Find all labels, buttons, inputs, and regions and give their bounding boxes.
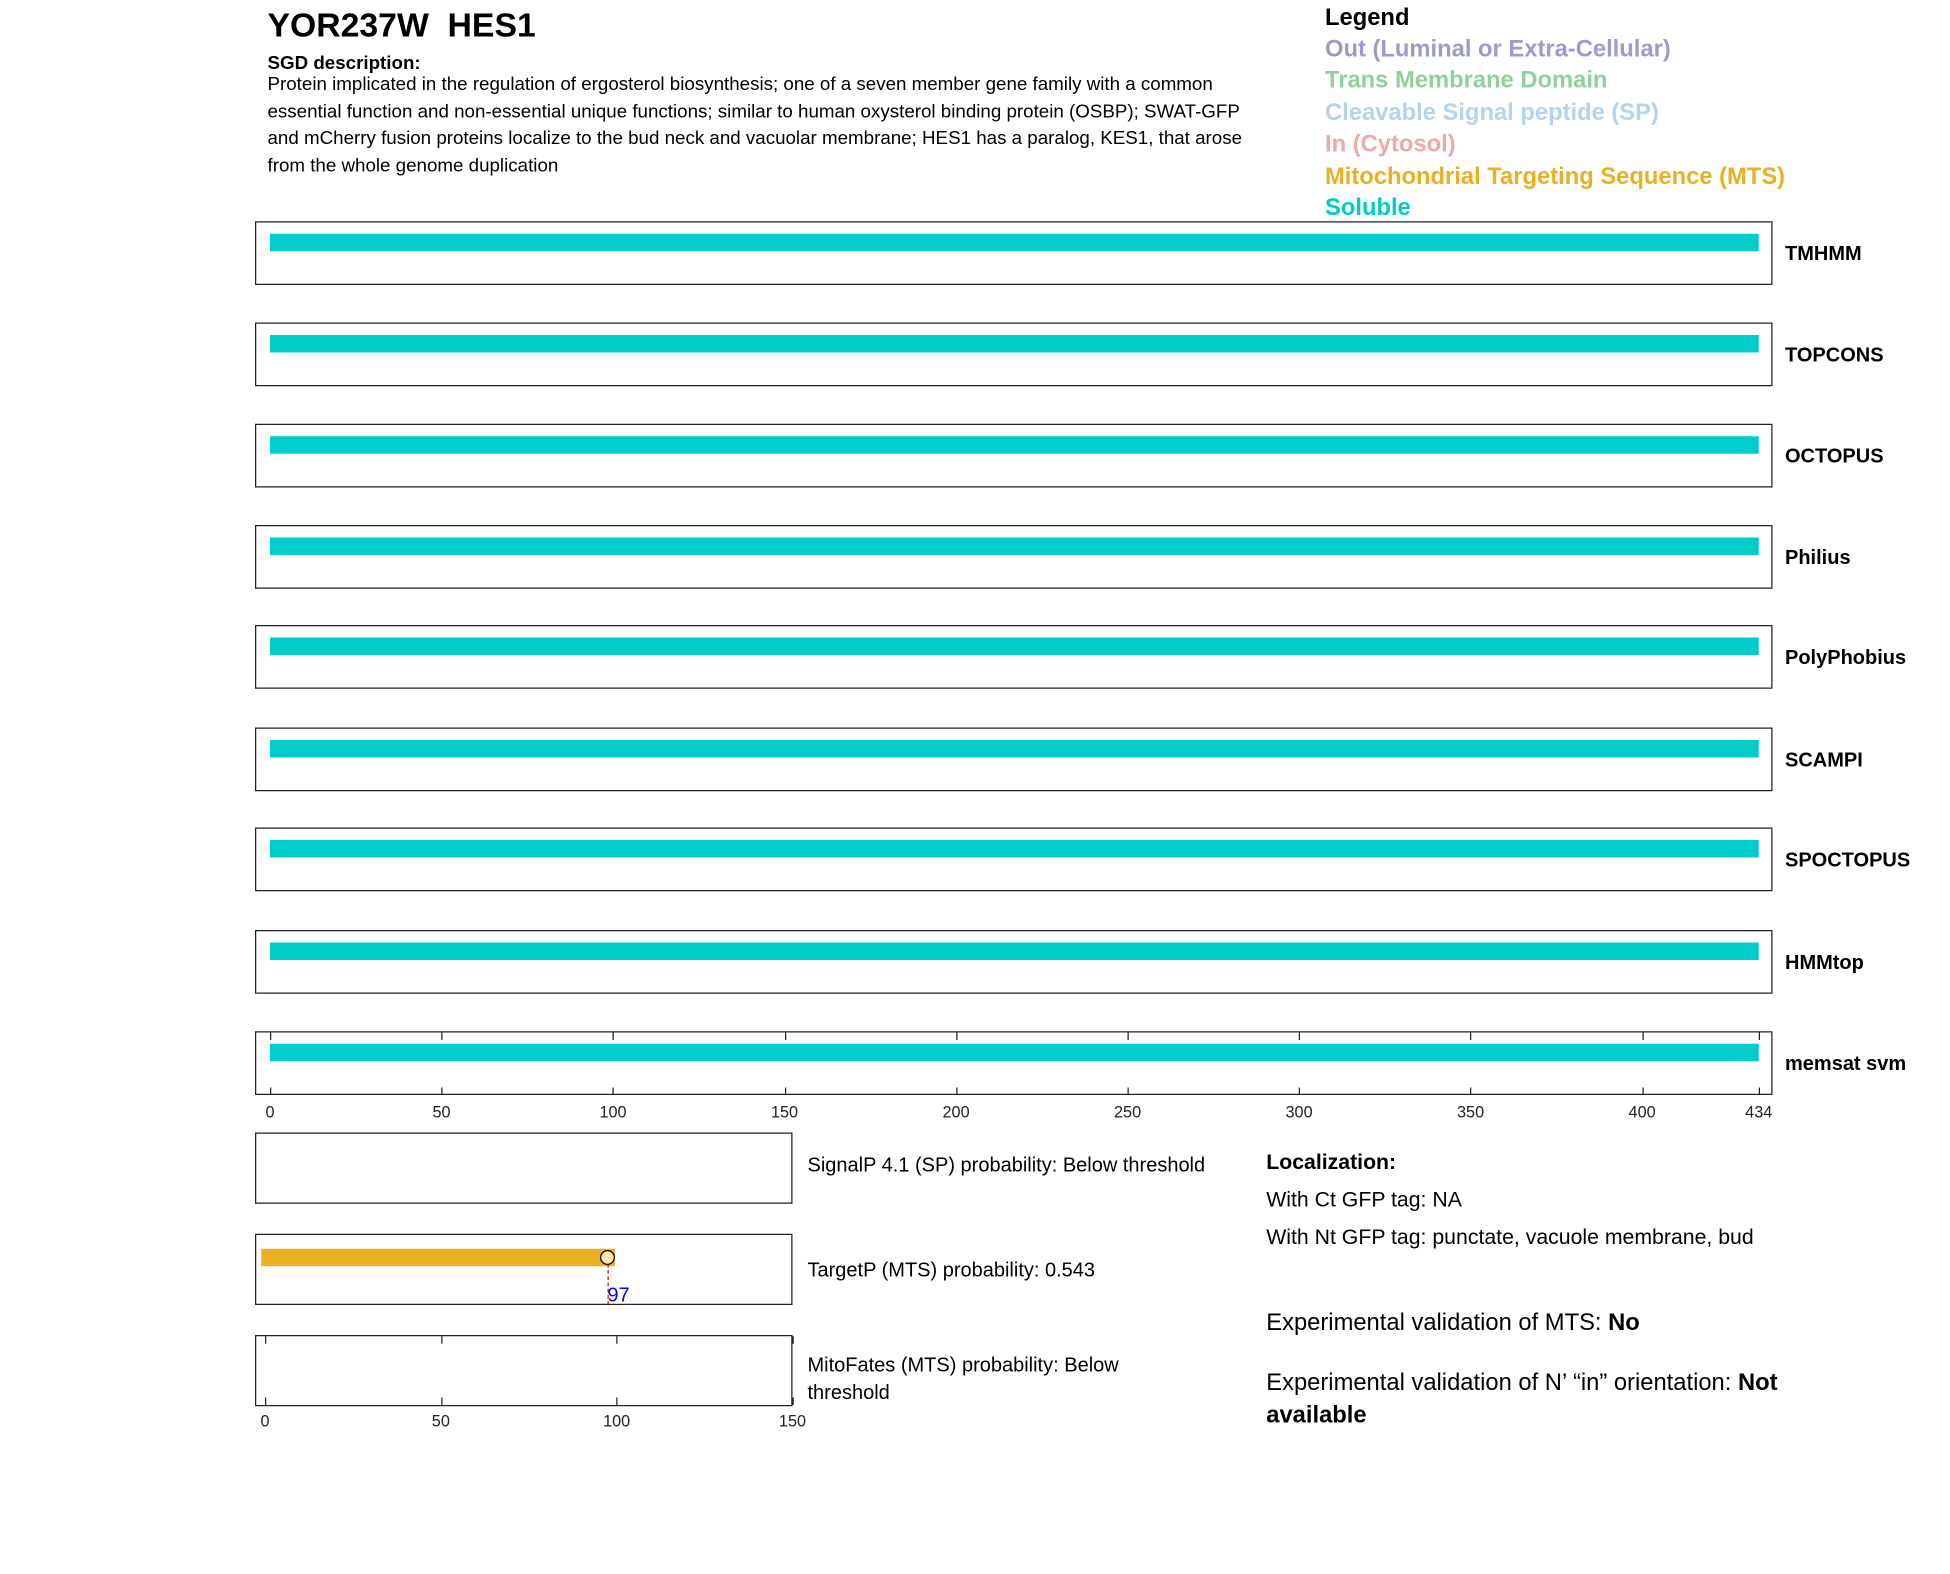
axis-tick — [784, 1032, 786, 1040]
axis-tick-label: 100 — [603, 1411, 631, 1430]
segment-mts — [261, 1248, 615, 1267]
segment-soluble — [270, 1043, 1759, 1062]
track-octopus — [255, 423, 1773, 488]
axis-tick — [1758, 1032, 1760, 1040]
segment-soluble — [270, 436, 1759, 454]
track-philius — [255, 525, 1773, 589]
track-label: Philius — [1785, 547, 1851, 569]
track-label: SPOCTOPUS — [1785, 850, 1911, 872]
panel-label: MitoFates (MTS) probability: Below thres… — [807, 1355, 1119, 1404]
track-label: SCAMPI — [1785, 750, 1863, 772]
segment-soluble — [270, 942, 1759, 960]
localization-ct: With Ct GFP tag: NA — [1266, 1187, 1462, 1212]
track-scampi — [255, 727, 1773, 792]
sgd-heading: SGD description: — [267, 52, 421, 74]
track-polyphobius — [255, 625, 1773, 689]
sgd-description: Protein implicated in the regulation of … — [267, 73, 1243, 176]
axis-tick-label: 250 — [1113, 1102, 1142, 1122]
cleavage-line — [607, 1257, 609, 1305]
segment-soluble — [270, 840, 1759, 858]
axis-tick — [265, 1397, 267, 1405]
track-label: TMHMM — [1785, 243, 1862, 265]
axis-tick-label: 300 — [1285, 1102, 1313, 1122]
axis-tick — [440, 1397, 443, 1405]
track-label: PolyPhobius — [1785, 647, 1907, 669]
panel-0 — [255, 1132, 793, 1204]
axis-tick — [1299, 1087, 1301, 1095]
validation-nin-value: Not available — [1266, 1370, 1778, 1429]
axis-tick — [1299, 1032, 1301, 1040]
axis-tick — [1642, 1087, 1644, 1095]
axis-tick-label: 50 — [432, 1102, 451, 1122]
segment-soluble — [270, 537, 1759, 555]
panel-2 — [255, 1335, 793, 1407]
legend-item: Mitochondrial Targeting Sequence (MTS) — [1325, 163, 1786, 190]
legend-item: Soluble — [1325, 195, 1411, 222]
axis-tick — [792, 1336, 794, 1344]
axis-tick — [1642, 1032, 1644, 1040]
track-label: OCTOPUS — [1785, 446, 1884, 468]
axis-tick-label: 350 — [1457, 1102, 1485, 1122]
axis-tick-label: 50 — [431, 1411, 450, 1430]
axis-tick-label: 400 — [1628, 1102, 1656, 1122]
segment-soluble — [270, 233, 1759, 252]
validation-mts: Experimental validation of MTS: No — [1266, 1308, 1854, 1341]
track-hmmtop — [255, 930, 1773, 994]
legend-item: Out (Luminal or Extra-Cellular) — [1325, 36, 1671, 63]
axis-tick — [441, 1032, 443, 1040]
track-memsat-svm — [255, 1031, 1773, 1095]
axis-tick — [956, 1087, 958, 1095]
axis-tick — [956, 1032, 958, 1040]
axis-tick — [1758, 1087, 1760, 1095]
cleavage-marker-icon — [599, 1250, 615, 1265]
track-spoctopus — [255, 827, 1773, 892]
track-topcons — [255, 322, 1773, 387]
legend-item: In (Cytosol) — [1325, 131, 1456, 158]
axis-tick — [616, 1336, 618, 1344]
axis-tick — [613, 1087, 615, 1095]
axis-tick-label: 150 — [778, 1411, 807, 1430]
axis-tick — [441, 1087, 443, 1095]
panel-label: TargetP (MTS) probability: 0.543 — [807, 1260, 1096, 1282]
axis-tick — [270, 1087, 272, 1095]
axis-tick-label: 0 — [260, 1411, 270, 1430]
legend-title: Legend — [1325, 5, 1410, 32]
localization-heading: Localization: — [1266, 1150, 1397, 1174]
cleavage-label: 97 — [607, 1285, 630, 1307]
track-tmhmm — [255, 221, 1773, 285]
axis-tick — [270, 1032, 272, 1040]
validation-nin: Experimental validation of N’ “in” orien… — [1266, 1368, 1854, 1433]
panel-1: 97 — [255, 1233, 793, 1307]
legend-item: Trans Membrane Domain — [1325, 67, 1608, 95]
track-label: HMMtop — [1785, 952, 1864, 974]
axis-tick-label: 100 — [599, 1102, 627, 1122]
axis-tick-label: 150 — [770, 1102, 799, 1122]
axis-tick — [792, 1397, 794, 1405]
segment-soluble — [270, 335, 1759, 353]
validation-mts-value: No — [1608, 1310, 1640, 1337]
legend-item: Cleavable Signal peptide (SP) — [1325, 99, 1659, 126]
page-title: YOR237W HES1 — [267, 6, 536, 44]
axis-tick-label: 0 — [265, 1102, 275, 1122]
validation-mts-label: Experimental validation of MTS: — [1266, 1310, 1609, 1337]
track-label: memsat svm — [1785, 1053, 1907, 1075]
axis-tick-label: 434 — [1745, 1102, 1773, 1122]
segment-soluble — [270, 740, 1759, 758]
axis-tick — [613, 1032, 615, 1040]
axis-tick — [616, 1397, 618, 1405]
panel-label: SignalP 4.1 (SP) probability: Below thre… — [807, 1155, 1206, 1177]
axis-tick — [1470, 1032, 1472, 1040]
axis-tick — [265, 1336, 267, 1344]
axis-tick — [1470, 1087, 1472, 1095]
localization-nt: With Nt GFP tag: punctate, vacuole membr… — [1266, 1225, 1754, 1249]
validation-nin-label: Experimental validation of N’ “in” orien… — [1266, 1370, 1738, 1397]
segment-soluble — [270, 637, 1759, 655]
axis-tick — [440, 1336, 443, 1344]
axis-tick — [784, 1087, 786, 1095]
axis-tick — [1127, 1032, 1129, 1040]
track-label: TOPCONS — [1785, 345, 1884, 367]
axis-tick — [1127, 1087, 1129, 1095]
axis-tick-label: 200 — [942, 1102, 970, 1122]
